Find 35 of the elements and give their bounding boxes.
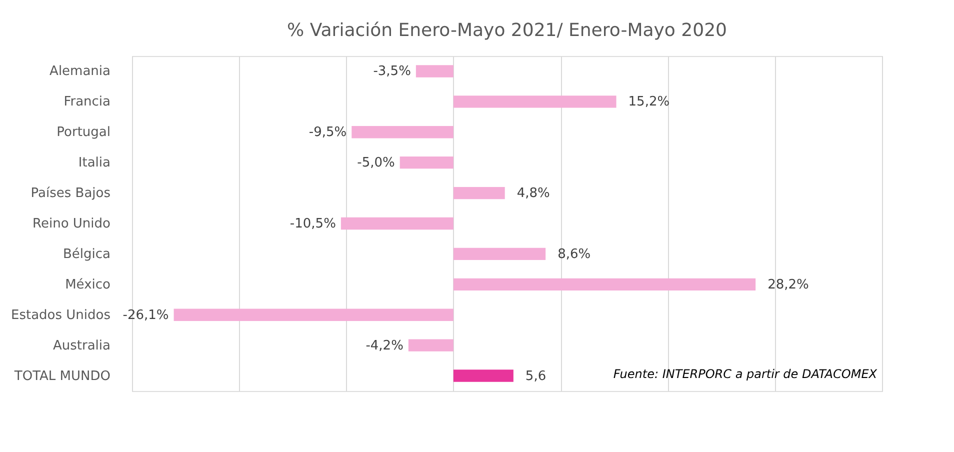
y-tick-label: TOTAL MUNDO [13, 368, 110, 384]
y-tick-label: Alemania [50, 64, 110, 80]
annotation: Fuente: INTERPORC a partir de DATACOMEX [613, 367, 878, 381]
y-tick-label: México [65, 277, 111, 292]
bar [340, 217, 454, 230]
bar [453, 96, 616, 108]
data-label: 15,2% [628, 94, 670, 110]
data-label: -3,5% [373, 64, 411, 80]
bar [400, 156, 454, 169]
bar [453, 248, 546, 260]
y-tick-label: Reino Unido [32, 216, 111, 232]
y-tick-label: Francia [64, 94, 110, 110]
data-label: 4,8% [516, 186, 550, 202]
data-label: -10,5% [290, 216, 336, 232]
y-tick-label: Italia [78, 156, 110, 171]
data-label: -26,1% [122, 308, 169, 323]
y-tick-label: Australia [52, 338, 110, 354]
bar [453, 186, 505, 200]
bar [174, 308, 454, 321]
data-label: 5,6 [525, 368, 546, 384]
data-label: -4,2% [366, 338, 404, 354]
y-tick-label: Estados Unidos [10, 308, 111, 323]
y-tick-label: Portugal [56, 125, 110, 140]
y-tick-label: Países Bajos [30, 186, 111, 202]
bar [453, 278, 756, 290]
y-tick-label: Bélgica [62, 246, 110, 262]
chart-title: % Variación Enero-Mayo 2021/ Enero-Mayo 2020 [287, 20, 727, 41]
data-label: -9,5% [308, 125, 347, 140]
data-label: -5,0% [357, 156, 395, 171]
bar [453, 370, 514, 382]
data-label: 8,6% [558, 246, 591, 262]
bar [408, 339, 454, 352]
bar [352, 126, 454, 138]
bar [416, 65, 454, 78]
data-label: 28,2% [768, 277, 809, 292]
